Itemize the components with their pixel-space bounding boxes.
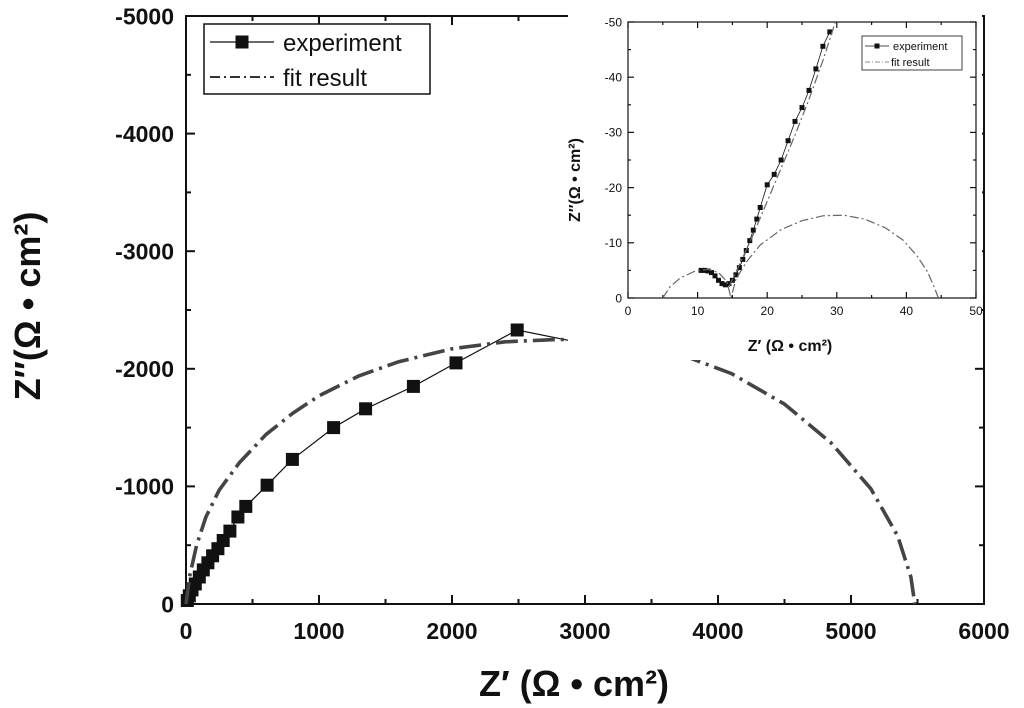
inset-legend-box (861, 35, 963, 71)
x-tick-label: 3000 (559, 618, 610, 644)
inset-experiment-point (698, 267, 704, 273)
inset-experiment-point (806, 87, 812, 93)
x-tick-label: 1000 (293, 618, 344, 644)
inset-y-tick-label: -10 (605, 236, 623, 250)
inset-y-tick-label: -20 (605, 181, 623, 195)
experiment-point (359, 402, 373, 416)
inset-experiment-point (778, 157, 784, 163)
inset-experiment-point (820, 43, 826, 49)
inset-x-tick-label: 10 (691, 304, 705, 318)
main-plot: 0 1000 2000 3000 4000 5000 60000-1000-2000-300… (7, 3, 1010, 704)
inset-experiment-point (722, 282, 728, 288)
inset-experiment-point (764, 182, 770, 188)
inset-experiment-point (754, 216, 760, 222)
inset-legend-experiment-label: experiment (893, 41, 947, 53)
inset-experiment-point (771, 171, 777, 177)
inset-fit-curve (728, 21, 836, 288)
inset-experiment-point (785, 138, 791, 144)
y-tick-label: 0 (161, 591, 174, 617)
y-tick-label: -1000 (115, 474, 174, 500)
inset-x-tick-label: 40 (900, 304, 914, 318)
experiment-point (285, 452, 299, 466)
experiment-point (231, 510, 245, 524)
inset-y-tick-label: -40 (605, 71, 623, 85)
inset-experiment-point (827, 29, 833, 35)
legend-experiment-marker (235, 35, 249, 49)
inset-legend: experiment fit result (861, 35, 963, 71)
inset-experiment-point (747, 238, 753, 244)
legend: experiment fit result (203, 23, 431, 95)
inset-experiment-point (733, 272, 739, 278)
inset-experiment-point (792, 118, 798, 124)
x-tick-label: 4000 (692, 618, 743, 644)
inset-x-tick-label: 30 (830, 304, 844, 318)
experiment-point (510, 323, 524, 337)
x-tick-label: 0 (180, 618, 193, 644)
inset-x-tick-label: 20 (761, 304, 775, 318)
x-tick-label: 5000 (825, 618, 876, 644)
inset-x-tick-label: 50 (969, 304, 983, 318)
x-tick-label: 2000 (426, 618, 477, 644)
inset-experiment-point (813, 66, 819, 72)
inset-experiment-point (757, 205, 763, 210)
x-axis-title: Z′ (Ω • cm²) (479, 663, 669, 704)
inset-experiment-point (705, 268, 711, 274)
inset-experiment-point (750, 227, 756, 233)
inset-experiment-point (736, 265, 742, 271)
inset-experiment-point (740, 256, 746, 262)
experiment-point (327, 421, 341, 435)
y-tick-label: -4000 (115, 121, 174, 147)
inset-y-tick-label: 0 (615, 291, 622, 305)
inset-background (568, 14, 982, 360)
inset-experiment-point (719, 281, 725, 287)
experiment-point (223, 524, 237, 538)
inset-x-tick-label: 0 (625, 304, 632, 318)
x-tick-label: 6000 (958, 618, 1009, 644)
inset-experiment-point (712, 273, 718, 279)
experiment-point (260, 478, 274, 492)
y-tick-label: -3000 (115, 238, 174, 264)
inset-y-tick-label: -50 (605, 15, 623, 29)
fit-curve (184, 337, 917, 605)
y-tick-label: -5000 (115, 3, 174, 29)
inset-y-axis-title: Z″(Ω • cm²) (567, 138, 584, 222)
inset-experiment-point (799, 105, 805, 111)
inset-experiment-point (709, 270, 714, 276)
legend-fit-label: fit result (283, 65, 367, 92)
experiment-point (406, 379, 420, 393)
inset-x-axis-title: Z′ (Ω • cm²) (748, 338, 832, 355)
experiment-point (449, 356, 463, 370)
inset-experiment-point (726, 281, 732, 287)
inset-legend-fit-label: fit result (891, 57, 930, 69)
y-axis-title: Z″(Ω • cm²) (7, 212, 48, 401)
experiment-point (239, 499, 253, 513)
y-tick-label: -2000 (115, 356, 174, 382)
inset-y-tick-label: -30 (605, 126, 623, 140)
inset-plot: 0 10 20 30 40 50 0 -10 -20 -30 -40 -50 Z′ (Ω • cm²) Z… (567, 14, 983, 360)
inset-fit-curve (662, 214, 939, 299)
experiment-line (186, 329, 594, 601)
legend-experiment-label: experiment (283, 30, 402, 57)
inset-legend-experiment-marker (874, 43, 880, 49)
inset-experiment-point (716, 277, 721, 283)
